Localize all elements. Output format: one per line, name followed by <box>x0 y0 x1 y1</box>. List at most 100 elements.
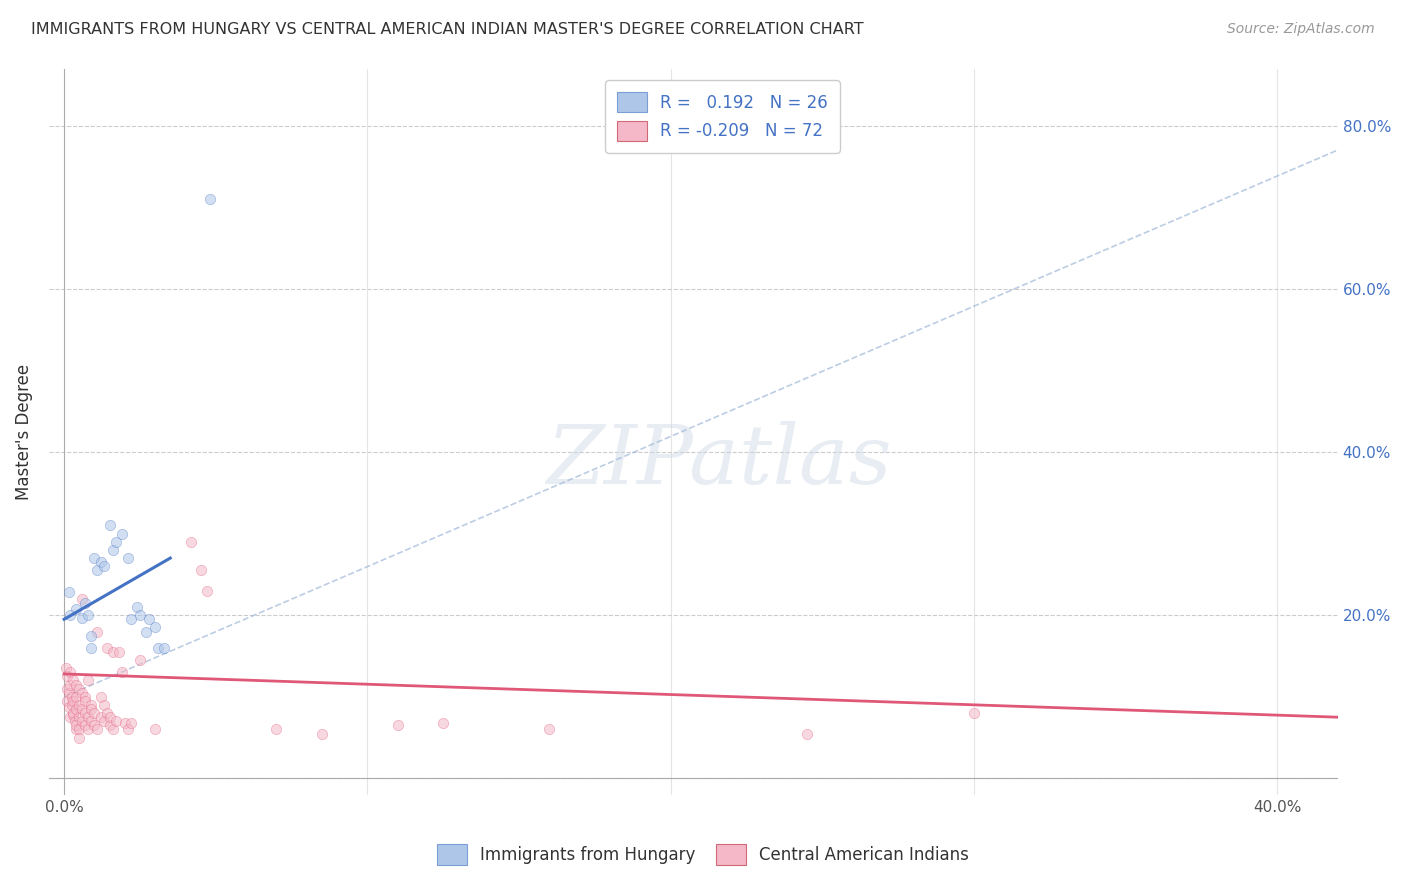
Point <box>77 608 100 623</box>
Point <box>72 686 94 700</box>
Point <box>80 640 103 655</box>
Point <box>72 714 94 729</box>
Point <box>80 702 103 716</box>
Point <box>195 583 218 598</box>
Point <box>62 673 84 688</box>
Point <box>65 602 87 616</box>
Point <box>153 640 176 655</box>
Point <box>65 702 87 716</box>
Point <box>72 610 94 624</box>
Point <box>143 620 166 634</box>
Point <box>96 640 118 655</box>
Point <box>96 706 118 720</box>
Point <box>104 534 127 549</box>
Point <box>107 645 129 659</box>
Point <box>67 698 90 712</box>
Point <box>75 690 97 704</box>
Point <box>65 718 87 732</box>
Point <box>86 723 108 737</box>
Point <box>266 723 288 737</box>
Point <box>198 192 221 206</box>
Point <box>65 690 87 704</box>
Point <box>138 612 160 626</box>
Point <box>963 706 986 720</box>
Point <box>83 718 105 732</box>
Point <box>63 714 86 729</box>
Point <box>77 710 100 724</box>
Point <box>129 653 152 667</box>
Point <box>60 698 83 712</box>
Point <box>89 555 111 569</box>
Point <box>77 673 100 688</box>
Point <box>180 534 202 549</box>
Point <box>55 661 77 675</box>
Point <box>89 710 111 724</box>
Point <box>93 698 115 712</box>
Point <box>86 563 108 577</box>
Point <box>67 723 90 737</box>
Point <box>796 726 818 740</box>
Point <box>62 707 84 722</box>
Point <box>98 518 121 533</box>
Point <box>59 710 82 724</box>
Point <box>56 694 79 708</box>
Point <box>58 699 80 714</box>
Point <box>98 710 121 724</box>
Point <box>56 669 79 683</box>
Point <box>111 526 134 541</box>
Point <box>120 612 142 626</box>
Y-axis label: Master's Degree: Master's Degree <box>15 364 32 500</box>
Text: Source: ZipAtlas.com: Source: ZipAtlas.com <box>1227 22 1375 37</box>
Point <box>86 624 108 639</box>
Point <box>135 624 157 639</box>
Point <box>75 718 97 732</box>
Point <box>432 715 454 730</box>
Point <box>80 714 103 729</box>
Point <box>311 726 333 740</box>
Point <box>75 706 97 720</box>
Point <box>83 706 105 720</box>
Point <box>75 596 97 610</box>
Point <box>117 551 139 566</box>
Point <box>65 677 87 691</box>
Legend: R =   0.192   N = 26, R = -0.209   N = 72: R = 0.192 N = 26, R = -0.209 N = 72 <box>605 80 839 153</box>
Point <box>55 681 77 696</box>
Point <box>72 591 94 606</box>
Legend: Immigrants from Hungary, Central American Indians: Immigrants from Hungary, Central America… <box>429 836 977 873</box>
Point <box>120 715 142 730</box>
Point <box>146 640 169 655</box>
Point <box>83 551 105 566</box>
Point <box>75 694 97 708</box>
Point <box>59 677 82 691</box>
Point <box>104 714 127 729</box>
Point <box>143 723 166 737</box>
Point <box>101 543 124 558</box>
Point <box>129 608 152 623</box>
Point <box>89 690 111 704</box>
Point <box>72 702 94 716</box>
Point <box>67 710 90 724</box>
Point <box>77 723 100 737</box>
Point <box>58 585 80 599</box>
Point <box>387 718 409 732</box>
Point <box>111 665 134 680</box>
Point <box>62 694 84 708</box>
Point <box>62 706 84 720</box>
Point <box>117 723 139 737</box>
Point <box>114 715 136 730</box>
Point <box>59 665 82 680</box>
Point <box>101 723 124 737</box>
Point <box>538 723 561 737</box>
Text: ZIPatlas: ZIPatlas <box>547 421 891 500</box>
Point <box>67 681 90 696</box>
Point <box>98 718 121 732</box>
Point <box>65 723 87 737</box>
Point <box>60 690 83 704</box>
Point <box>80 698 103 712</box>
Point <box>59 608 82 623</box>
Point <box>101 645 124 659</box>
Point <box>190 563 212 577</box>
Point <box>125 600 148 615</box>
Point <box>67 731 90 745</box>
Text: IMMIGRANTS FROM HUNGARY VS CENTRAL AMERICAN INDIAN MASTER'S DEGREE CORRELATION C: IMMIGRANTS FROM HUNGARY VS CENTRAL AMERI… <box>31 22 863 37</box>
